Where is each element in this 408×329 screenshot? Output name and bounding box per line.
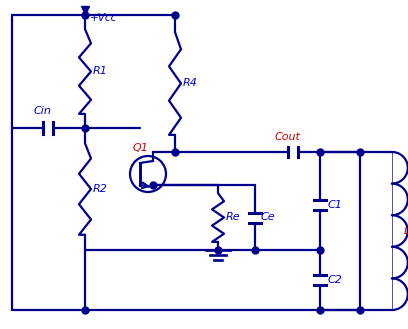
Text: C1: C1 [328,200,343,210]
Text: Q1: Q1 [132,143,148,153]
Text: C2: C2 [328,275,343,285]
Text: L1: L1 [404,226,408,236]
Text: Cin: Cin [34,106,52,116]
Text: R4: R4 [183,79,198,89]
Text: R2: R2 [93,184,108,194]
Text: +Vcc: +Vcc [90,13,118,23]
Text: Ce: Ce [261,213,276,222]
Text: Re: Re [226,213,241,222]
Text: Cout: Cout [275,132,301,142]
Text: R1: R1 [93,66,108,77]
